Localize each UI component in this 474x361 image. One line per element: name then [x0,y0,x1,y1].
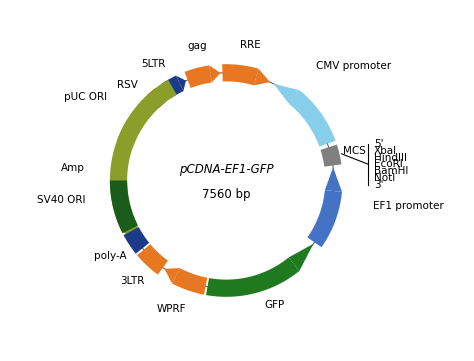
Polygon shape [161,75,183,98]
Polygon shape [176,75,186,91]
Text: BamHI: BamHI [374,166,408,176]
Polygon shape [222,64,259,85]
Text: 3': 3' [374,180,383,190]
Text: HindIII: HindIII [374,152,407,162]
Polygon shape [273,84,300,104]
Polygon shape [206,257,300,297]
Text: gag: gag [188,41,208,51]
Text: EcoRI: EcoRI [374,159,402,169]
Polygon shape [164,268,180,283]
Polygon shape [289,244,313,271]
Polygon shape [184,65,212,88]
Polygon shape [137,244,168,275]
Polygon shape [110,180,138,233]
Text: EF1 promoter: EF1 promoter [373,201,443,211]
Text: MCS: MCS [343,146,366,156]
Text: RSV: RSV [117,80,137,90]
Text: 3LTR: 3LTR [120,276,145,286]
Polygon shape [147,88,166,108]
Text: poly-A: poly-A [94,251,127,261]
Text: NotI: NotI [374,173,395,183]
Polygon shape [155,88,166,102]
Polygon shape [172,268,207,295]
Polygon shape [289,90,336,147]
Text: pUC ORI: pUC ORI [64,92,107,102]
Polygon shape [254,69,270,85]
Polygon shape [320,144,341,167]
Polygon shape [325,168,342,192]
Polygon shape [124,227,149,254]
Polygon shape [117,141,133,171]
Text: XbaI: XbaI [374,146,397,156]
Text: 5': 5' [374,139,383,149]
Text: Amp: Amp [61,163,84,173]
Text: RRE: RRE [240,40,261,50]
Text: pCDNA-EF1-GFP: pCDNA-EF1-GFP [179,163,273,176]
Text: 7560 bp: 7560 bp [202,188,250,201]
Text: 5LTR: 5LTR [141,58,165,69]
Polygon shape [209,65,220,82]
Polygon shape [117,80,177,147]
Text: WPRF: WPRF [157,304,186,314]
Polygon shape [308,190,342,247]
Text: GFP: GFP [264,300,284,310]
Polygon shape [110,91,163,230]
Polygon shape [121,222,144,250]
Text: CMV promoter: CMV promoter [316,61,391,71]
Text: SV40 ORI: SV40 ORI [37,195,85,205]
